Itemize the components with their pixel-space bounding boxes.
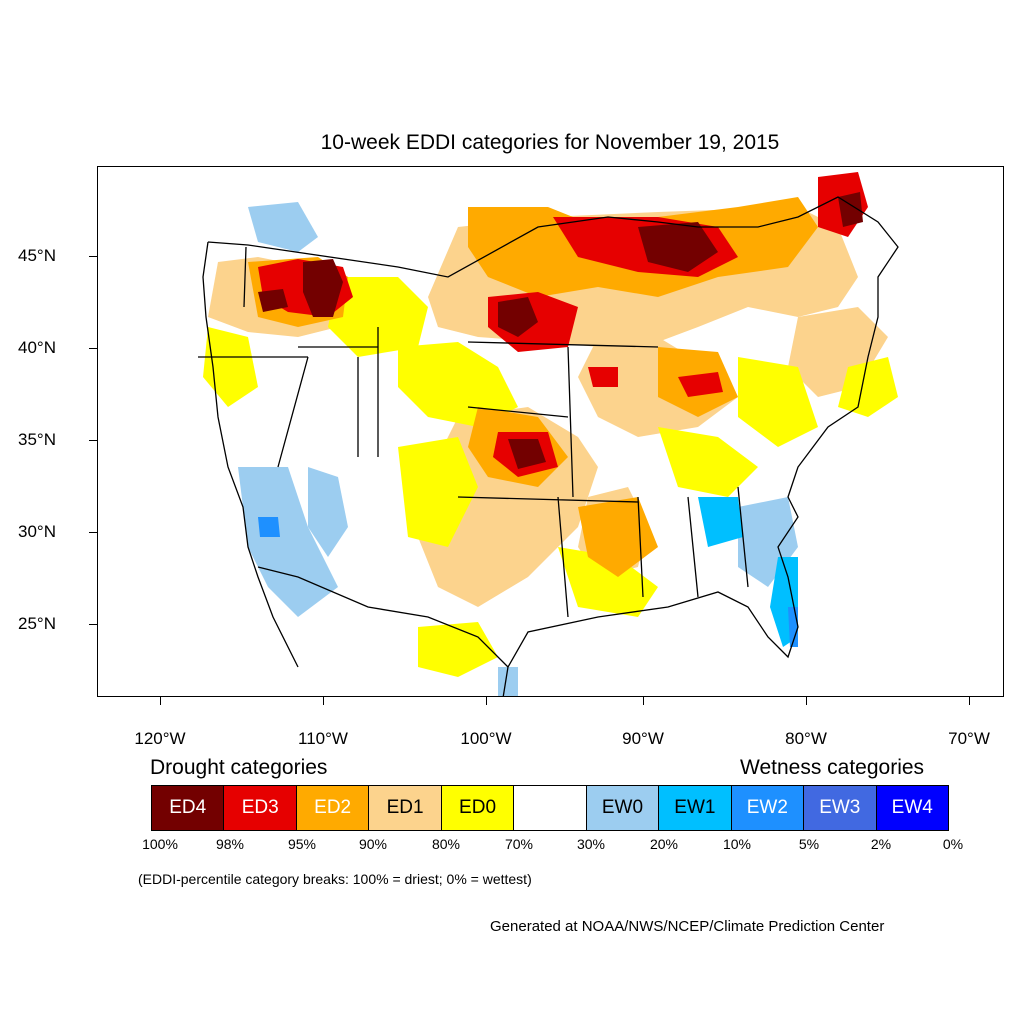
pct-label: 20% xyxy=(649,836,679,852)
coastlines-and-borders xyxy=(198,196,899,696)
lat-tick xyxy=(89,348,97,350)
lon-label-70: 70°W xyxy=(948,729,990,748)
lon-label-120: 120°W xyxy=(134,729,186,748)
credit-line: Generated at NOAA/NWS/NCEP/Climate Predi… xyxy=(490,918,885,935)
lon-tick xyxy=(323,697,325,705)
legend-ew2: EW2 xyxy=(731,786,805,830)
drought-heading: Drought categories xyxy=(150,756,328,779)
lat-label-45: 45°N xyxy=(18,246,56,265)
lon-label-110: 110°W xyxy=(298,729,348,748)
pct-label: 30% xyxy=(576,836,606,852)
legend-ew1: EW1 xyxy=(659,786,732,830)
lon-tick xyxy=(486,697,488,705)
legend-ed2: ED2 xyxy=(296,786,370,830)
category-note: (EDDI-percentile category breaks: 100% =… xyxy=(138,871,532,887)
lat-label-40: 40°N xyxy=(18,338,56,357)
pct-label: 95% xyxy=(287,836,317,852)
ew-regions xyxy=(238,202,798,696)
lon-label-80: 80°W xyxy=(785,729,827,748)
lat-tick xyxy=(89,532,97,534)
pct-label: 70% xyxy=(504,836,534,852)
lon-tick xyxy=(969,697,971,705)
lon-label-100: 100°W xyxy=(460,729,512,748)
lon-tick xyxy=(160,697,162,705)
pct-label: 80% xyxy=(431,836,461,852)
lon-tick xyxy=(643,697,645,705)
pct-label: 0% xyxy=(942,836,964,852)
legend-ed4: ED4 xyxy=(152,786,225,830)
legend-bar: ED4 ED3 ED2 ED1 ED0 EW0 EW1 EW2 EW3 EW4 xyxy=(151,785,949,831)
lat-tick xyxy=(89,256,97,258)
legend-ed1: ED1 xyxy=(369,786,442,830)
pct-label: 98% xyxy=(215,836,245,852)
pct-label: 10% xyxy=(722,836,752,852)
ed4-regions xyxy=(258,192,863,469)
map-svg xyxy=(198,172,899,696)
lat-label-35: 35°N xyxy=(18,430,56,449)
legend-ed0: ED0 xyxy=(441,786,515,830)
ed0-regions xyxy=(203,277,898,677)
lat-label-25: 25°N xyxy=(18,614,56,633)
pct-label: 100% xyxy=(142,836,178,852)
legend-ew3: EW3 xyxy=(804,786,877,830)
map-title: 10-week EDDI categories for November 19,… xyxy=(320,131,780,154)
legend-ew0: EW0 xyxy=(586,786,660,830)
legend-ed3: ED3 xyxy=(224,786,297,830)
eddi-map xyxy=(97,166,1004,697)
lon-label-90: 90°W xyxy=(622,729,664,748)
lon-tick xyxy=(806,697,808,705)
lat-tick xyxy=(89,440,97,442)
pct-label: 2% xyxy=(870,836,892,852)
legend-ew4: EW4 xyxy=(876,786,948,830)
wetness-heading: Wetness categories xyxy=(740,756,925,779)
legend-neutral xyxy=(514,786,587,830)
lat-label-30: 30°N xyxy=(18,522,56,541)
lat-tick xyxy=(89,624,97,626)
pct-label: 90% xyxy=(358,836,388,852)
pct-label: 5% xyxy=(798,836,820,852)
